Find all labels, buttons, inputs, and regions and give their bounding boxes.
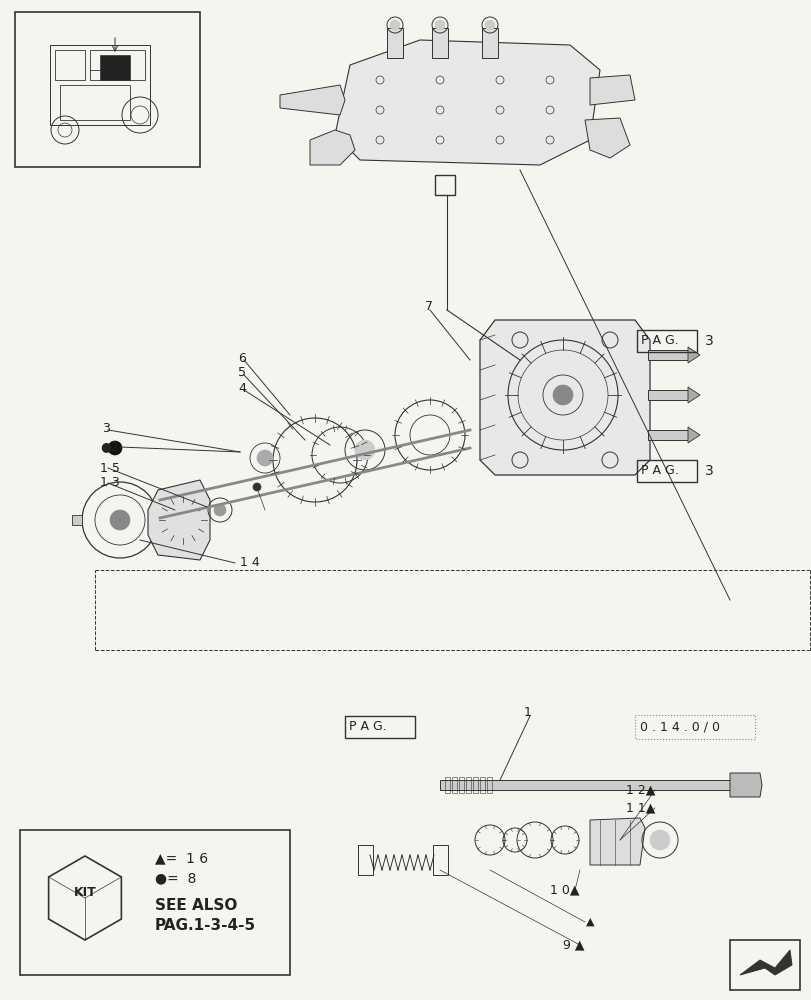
Circle shape	[389, 20, 400, 30]
Bar	[72, 515, 82, 525]
Polygon shape	[310, 130, 354, 165]
Bar	[15, 12, 200, 167]
Polygon shape	[687, 387, 699, 403]
Polygon shape	[739, 950, 791, 975]
Bar	[20, 830, 290, 975]
Text: ●=  8: ●= 8	[155, 871, 196, 885]
Circle shape	[484, 20, 495, 30]
Polygon shape	[687, 427, 699, 443]
Circle shape	[649, 830, 669, 850]
Circle shape	[552, 385, 573, 405]
Bar	[444, 777, 449, 793]
Polygon shape	[479, 320, 649, 475]
Bar	[55, 50, 85, 80]
Text: SEE ALSO: SEE ALSO	[155, 898, 237, 912]
Bar	[431, 28, 448, 58]
Circle shape	[108, 441, 122, 455]
Bar	[636, 330, 696, 352]
Bar	[90, 50, 145, 80]
Polygon shape	[729, 773, 761, 797]
Bar	[60, 85, 130, 120]
Bar	[466, 777, 470, 793]
Circle shape	[109, 510, 130, 530]
Circle shape	[253, 483, 260, 491]
Bar	[647, 350, 687, 360]
Text: ▲=  1 6: ▲= 1 6	[155, 851, 208, 865]
Text: ●2: ●2	[100, 440, 118, 454]
Bar	[634, 715, 754, 739]
Bar	[458, 777, 463, 793]
Bar	[479, 777, 484, 793]
Polygon shape	[590, 75, 634, 105]
Bar	[482, 28, 497, 58]
Bar	[358, 845, 372, 875]
Bar	[440, 780, 729, 790]
Circle shape	[214, 504, 225, 516]
Text: 1 3: 1 3	[100, 477, 119, 489]
Text: KIT: KIT	[74, 886, 97, 900]
Text: 1 4: 1 4	[240, 556, 260, 570]
Bar	[647, 430, 687, 440]
Circle shape	[435, 20, 444, 30]
Text: 5: 5	[238, 366, 246, 379]
Circle shape	[257, 450, 272, 466]
Bar	[387, 28, 402, 58]
Polygon shape	[687, 347, 699, 363]
Text: P A G.: P A G.	[640, 464, 678, 478]
Text: 7: 7	[424, 300, 432, 314]
Text: 4: 4	[238, 381, 246, 394]
Text: P A G.: P A G.	[640, 334, 678, 348]
Bar	[452, 777, 457, 793]
Text: 3: 3	[704, 334, 713, 348]
Text: 1 5: 1 5	[100, 462, 120, 475]
Text: 1: 1	[523, 706, 531, 720]
Polygon shape	[335, 40, 599, 165]
Text: 1 2▲: 1 2▲	[624, 784, 654, 796]
Polygon shape	[584, 118, 629, 158]
Polygon shape	[590, 818, 644, 865]
Bar	[473, 777, 478, 793]
Polygon shape	[148, 480, 210, 560]
Circle shape	[354, 440, 375, 460]
Text: 3: 3	[704, 464, 713, 478]
Bar	[487, 777, 491, 793]
Text: 1 0▲: 1 0▲	[550, 884, 579, 896]
Bar	[345, 716, 414, 738]
Text: P A G.: P A G.	[349, 720, 386, 734]
Text: 3: 3	[102, 422, 109, 434]
Bar	[50, 45, 150, 125]
Text: ▲: ▲	[585, 917, 594, 927]
Text: 9 ▲: 9 ▲	[563, 938, 584, 952]
Bar	[435, 175, 454, 195]
Bar	[729, 940, 799, 990]
Polygon shape	[100, 55, 130, 80]
Text: 6: 6	[238, 352, 246, 364]
Text: 1 1▲: 1 1▲	[624, 802, 654, 814]
Bar	[432, 845, 448, 875]
Bar	[636, 460, 696, 482]
Text: 0 . 1 4 . 0 / 0: 0 . 1 4 . 0 / 0	[639, 720, 719, 734]
Polygon shape	[280, 85, 345, 115]
Text: PAG.1-3-4-5: PAG.1-3-4-5	[155, 918, 255, 932]
Bar	[647, 390, 687, 400]
